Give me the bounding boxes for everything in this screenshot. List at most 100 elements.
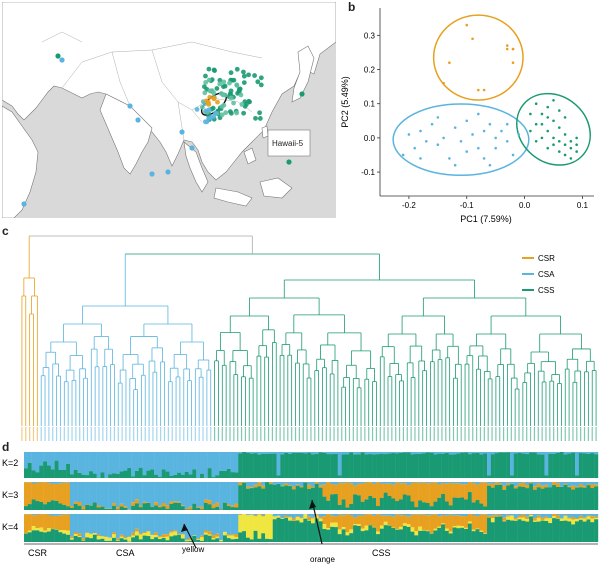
admix-bar-segment xyxy=(119,503,124,507)
pca-point-csa xyxy=(436,116,440,119)
admix-bar-segment xyxy=(265,514,270,539)
pca-y-ticks: 0.30.20.10.0-0.1 xyxy=(361,31,380,177)
admix-bar-segment xyxy=(123,506,128,508)
tree-tip xyxy=(371,427,374,441)
admix-bar-segment xyxy=(429,514,434,515)
legend-label-csa: CSA xyxy=(538,270,555,279)
phylogenetic-tree: CSR CSA CSS xyxy=(21,235,597,441)
admix-bar-segment xyxy=(402,483,407,495)
admix-bar-segment xyxy=(184,540,189,542)
admix-bar-segment xyxy=(219,514,224,540)
admix-bar-segment xyxy=(582,518,587,522)
admix-bar-segment xyxy=(295,514,300,517)
tree-tip xyxy=(364,427,366,441)
admix-bar-segment xyxy=(89,533,94,539)
admix-bar-segment xyxy=(161,537,166,538)
admix-bar-segment xyxy=(169,514,174,532)
pca-point-css xyxy=(569,146,573,150)
tree-tip xyxy=(56,427,58,441)
admix-bar-segment xyxy=(165,540,170,542)
admix-bar-segment xyxy=(506,483,511,486)
admix-bar-segment xyxy=(330,522,335,527)
admix-bar-segment xyxy=(203,502,208,510)
admix-bar-segment xyxy=(245,452,250,478)
admix-bar-segment xyxy=(77,482,82,502)
admix-bar-segment xyxy=(146,502,151,510)
admix-bar-segment xyxy=(307,452,312,453)
admix-bar-segment xyxy=(582,517,587,519)
admix-bar-segment xyxy=(414,531,419,536)
admix-bar-segment xyxy=(460,497,465,510)
tree-tip xyxy=(109,427,112,441)
admix-bar-segment xyxy=(567,487,572,510)
admix-bar-segment xyxy=(410,531,415,542)
admix-bar-segment xyxy=(249,452,254,454)
admix-bar-segment xyxy=(406,514,411,517)
admix-bar-segment xyxy=(62,482,67,483)
admix-bar-segment xyxy=(402,525,407,542)
admix-bar-segment xyxy=(318,514,323,517)
admix-bar-segment xyxy=(192,469,197,478)
admix-bar-segment xyxy=(112,503,117,506)
admix-bar-segment xyxy=(154,474,159,478)
admix-bar-segment xyxy=(391,498,396,510)
admix-bar-segment xyxy=(85,452,90,476)
admix-bar-segment xyxy=(307,482,312,485)
admix-bar-segment xyxy=(464,452,469,478)
admix-bar-segment xyxy=(429,452,434,478)
admix-bar-segment xyxy=(50,482,55,484)
admix-bar-segment xyxy=(368,482,373,496)
admix-bar-segment xyxy=(586,452,591,454)
tree-legend: CSR CSA CSS xyxy=(522,254,555,295)
admix-bar-segment xyxy=(456,452,461,454)
admix-bar-segment xyxy=(295,482,300,485)
tree-tip xyxy=(136,427,139,441)
admix-bar-segment xyxy=(257,454,262,478)
pca-point-csr xyxy=(465,23,469,27)
admix-bar-segment xyxy=(226,538,231,542)
admix-bar-segment xyxy=(169,532,174,537)
admix-bar-segment xyxy=(578,483,583,488)
admix-bar-segment xyxy=(112,514,117,533)
admix-bar-segment xyxy=(58,530,63,533)
admix-bar-segment xyxy=(73,452,78,470)
tree-tip xyxy=(82,427,85,441)
admix-bar-segment xyxy=(479,503,484,510)
admix-bar-segment xyxy=(429,482,434,483)
admix-bar-segment xyxy=(200,540,205,542)
admix-bar-segment xyxy=(410,514,415,515)
tree-tip xyxy=(510,427,512,441)
tree-tip xyxy=(533,427,536,441)
admix-bar-segment xyxy=(73,482,78,502)
admix-bar-segment xyxy=(376,452,381,455)
admix-bar-segment xyxy=(108,452,113,475)
admix-bar-segment xyxy=(318,485,323,488)
tree-tip xyxy=(63,427,65,441)
admix-bar-segment xyxy=(85,504,90,510)
admix-bar-segment xyxy=(261,482,266,486)
admix-bar-segment xyxy=(483,514,488,534)
pca-point-csr xyxy=(442,81,445,85)
admix-bar-segment xyxy=(295,484,300,486)
admix-bar-segment xyxy=(89,514,94,534)
admix-bar-segment xyxy=(31,530,36,542)
pca-point-csr xyxy=(511,61,515,64)
tree-tip xyxy=(502,427,505,441)
admix-bar-segment xyxy=(85,475,90,478)
pca-ellipse-csa xyxy=(392,103,530,176)
admix-bar-segment xyxy=(517,486,522,510)
admix-bar-segment xyxy=(552,516,557,519)
tree-tip xyxy=(556,427,559,441)
admix-bar-segment xyxy=(421,502,426,510)
admix-bar-segment xyxy=(311,518,316,524)
admix-bar-segment xyxy=(62,530,67,534)
admix-bar-segment xyxy=(108,508,113,510)
pca-point-css xyxy=(563,116,567,119)
admix-bar-segment xyxy=(567,482,572,487)
admix-bar-segment xyxy=(207,452,212,469)
admix-bar-segment xyxy=(494,516,499,542)
admix-bar-segment xyxy=(161,534,166,538)
map-sample-point xyxy=(217,81,223,87)
admix-bar-segment xyxy=(326,514,331,529)
admix-bar-segment xyxy=(502,452,507,453)
